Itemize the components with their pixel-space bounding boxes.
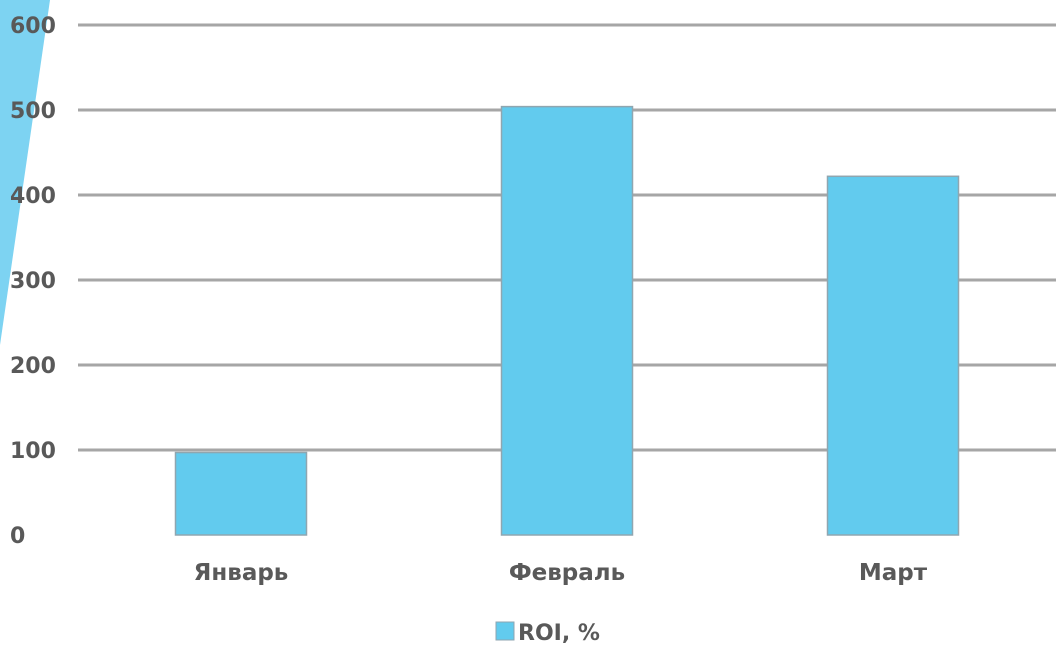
bar-3 bbox=[826, 175, 960, 536]
y-tick-label-400: 400 bbox=[10, 184, 56, 209]
legend-swatch bbox=[495, 621, 515, 641]
legend: ROI, % bbox=[495, 621, 600, 646]
y-tick-label-500: 500 bbox=[10, 99, 56, 124]
x-category-label-2: Февраль bbox=[509, 560, 625, 586]
x-category-label-3: Март bbox=[859, 560, 928, 586]
y-tick-label-100: 100 bbox=[10, 439, 56, 464]
y-tick-label-300: 300 bbox=[10, 269, 56, 294]
bar-2 bbox=[500, 105, 634, 536]
y-tick-label-0: 0 bbox=[10, 524, 25, 549]
bars bbox=[174, 105, 960, 536]
x-axis-category-labels: Январь Февраль Март bbox=[194, 560, 928, 586]
bar-1 bbox=[174, 451, 308, 536]
decorative-stripe bbox=[0, 0, 50, 345]
x-category-label-1: Январь bbox=[194, 560, 289, 586]
legend-label-roi: ROI, % bbox=[518, 621, 600, 646]
y-tick-label-200: 200 bbox=[10, 354, 56, 379]
y-axis-tick-labels: 0 100 200 300 400 500 600 bbox=[10, 14, 56, 549]
y-tick-label-600: 600 bbox=[10, 14, 56, 39]
